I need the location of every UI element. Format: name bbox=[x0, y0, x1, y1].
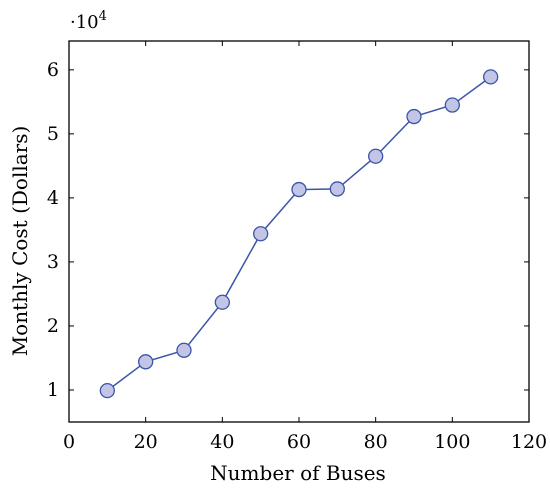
y-tick-label: 4 bbox=[47, 187, 59, 209]
y-scale-exponent: 4 bbox=[99, 9, 107, 24]
data-point bbox=[329, 181, 345, 197]
data-point bbox=[253, 226, 269, 242]
y-tick-label: 1 bbox=[47, 379, 59, 401]
y-tick-label: 6 bbox=[47, 59, 59, 81]
data-point bbox=[444, 97, 460, 113]
x-tick-label: 120 bbox=[511, 431, 547, 453]
y-scale-base: ·10 bbox=[70, 12, 99, 33]
x-tick-label: 100 bbox=[434, 431, 470, 453]
y-tick-label: 3 bbox=[47, 251, 59, 273]
x-tick-label: 40 bbox=[210, 431, 234, 453]
x-tick-label: 0 bbox=[63, 431, 75, 453]
x-tick-label: 20 bbox=[134, 431, 158, 453]
series-layer bbox=[99, 69, 499, 399]
data-point bbox=[406, 108, 422, 125]
x-tick-label: 60 bbox=[287, 431, 311, 453]
ticks-layer: 0 20 40 60 80 100 120 1 2 3 4 5 6 bbox=[47, 41, 547, 453]
x-tick-label: 80 bbox=[364, 431, 388, 453]
y-tick-label: 2 bbox=[47, 315, 59, 337]
x-axis-label: Number of Buses bbox=[210, 461, 386, 485]
data-point bbox=[483, 69, 499, 85]
data-point bbox=[291, 181, 307, 198]
data-point bbox=[176, 342, 192, 358]
y-tick-label: 5 bbox=[47, 123, 59, 145]
data-point bbox=[214, 294, 230, 310]
data-point bbox=[99, 382, 115, 399]
y-scale-label: ·104 bbox=[70, 9, 107, 33]
plot-frame bbox=[68, 40, 530, 423]
data-point bbox=[138, 354, 154, 370]
series-line bbox=[106, 76, 492, 392]
data-point bbox=[368, 148, 384, 164]
y-axis-label: Monthly Cost (Dollars) bbox=[8, 126, 32, 357]
